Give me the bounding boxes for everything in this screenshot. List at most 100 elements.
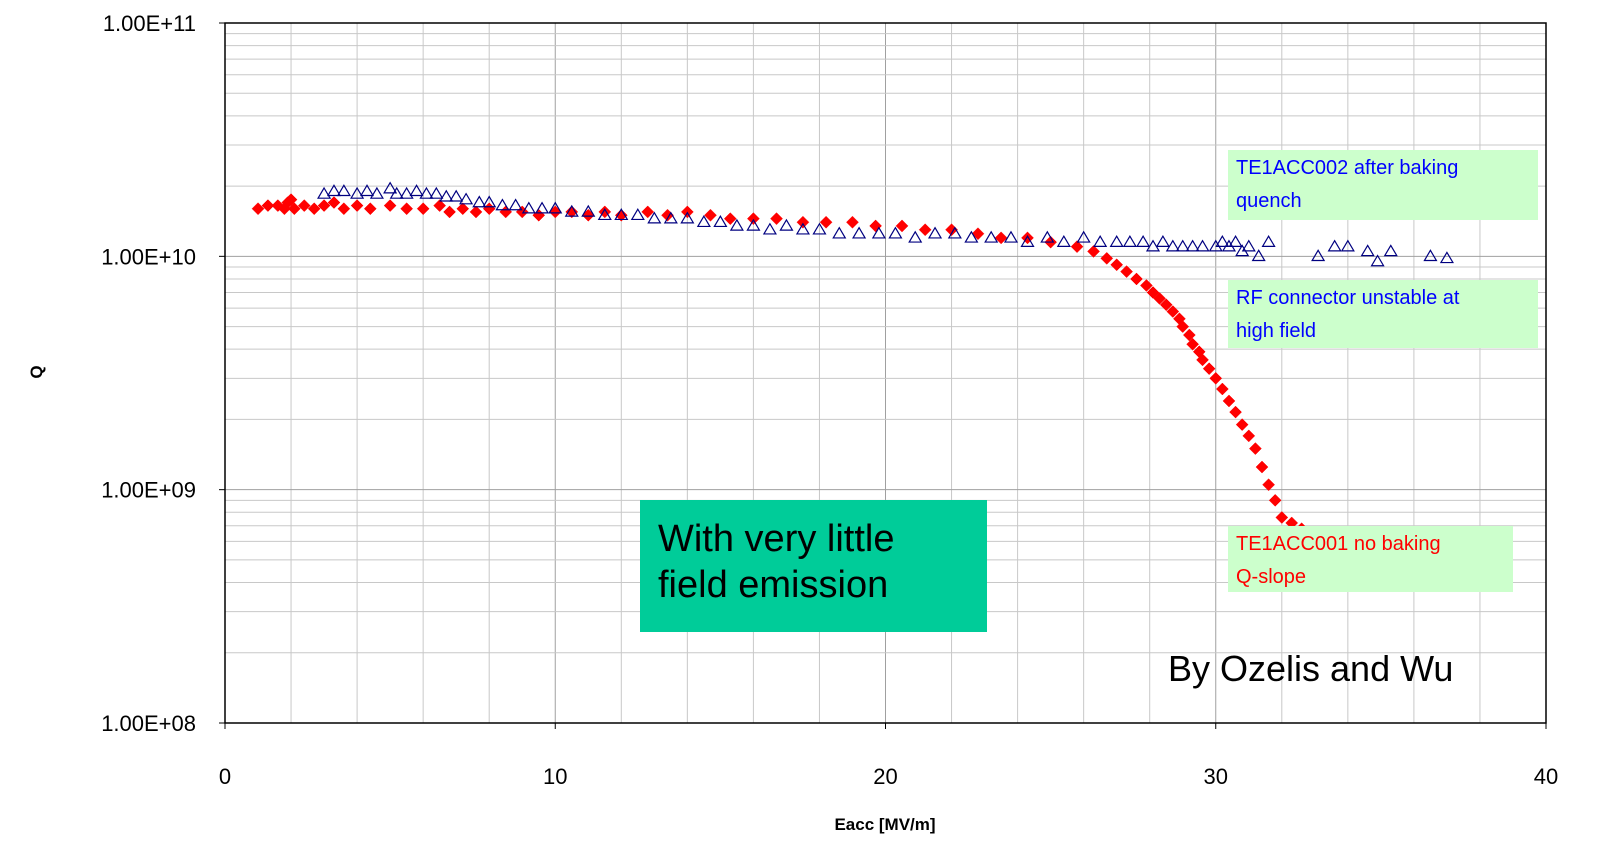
data-point-triangle (1370, 254, 1385, 267)
data-point-diamond (1110, 258, 1124, 272)
data-point-triangle (1165, 239, 1180, 252)
data-point-triangle (336, 184, 351, 197)
data-point-diamond (1140, 279, 1153, 292)
x-tick-label: 10 (543, 764, 567, 789)
data-point-diamond (297, 199, 311, 212)
data-point-diamond (456, 202, 470, 216)
data-point-triangle (1360, 244, 1375, 257)
data-point-diamond (1262, 478, 1275, 492)
data-point-triangle (1003, 230, 1019, 243)
data-point-diamond (1120, 265, 1133, 278)
data-point-triangle (317, 186, 332, 199)
data-point-triangle (795, 222, 810, 235)
data-point-triangle (1136, 234, 1151, 247)
data-point-triangle (449, 189, 464, 202)
data-point-diamond (1021, 231, 1034, 245)
data-point-diamond (350, 199, 364, 212)
data-point-diamond (895, 219, 909, 233)
data-point-triangle (534, 201, 550, 214)
data-point-triangle (871, 226, 886, 239)
data-point-triangle (1122, 234, 1137, 247)
data-point-diamond (1153, 292, 1166, 305)
data-point-diamond (641, 205, 655, 219)
annotation-field-emission: With very little field emission (640, 500, 987, 632)
data-point-triangle (947, 226, 962, 239)
data-point-diamond (1176, 320, 1190, 333)
data-point-triangle (409, 184, 424, 197)
data-point-diamond (1229, 405, 1242, 419)
data-point-triangle (597, 208, 612, 221)
data-point-diamond (532, 208, 546, 222)
annotation-te1acc002-line2: quench (1236, 190, 1302, 212)
data-point-diamond (307, 202, 321, 216)
data-point-triangle (762, 222, 777, 235)
data-point-diamond (747, 212, 760, 226)
data-point-triangle (399, 186, 414, 199)
data-point-triangle (630, 208, 645, 221)
data-point-triangle (419, 186, 434, 199)
data-point-triangle (713, 215, 728, 228)
data-point-triangle (1056, 234, 1071, 247)
data-point-diamond (918, 223, 932, 237)
data-point-triangle (1093, 234, 1108, 247)
x-tick-label: 0 (219, 764, 231, 789)
data-point-triangle (429, 186, 444, 199)
data-point-triangle (927, 226, 943, 239)
data-point-triangle (472, 195, 487, 208)
data-point-triangle (984, 230, 999, 243)
data-point-diamond (251, 202, 265, 216)
data-point-diamond (1159, 298, 1173, 312)
data-point-diamond (1222, 394, 1236, 408)
y-tick-label: 1.00E+09 (101, 478, 196, 503)
data-point-diamond (1275, 511, 1289, 524)
data-point-diamond (1166, 305, 1180, 318)
data-point-diamond (1146, 286, 1160, 299)
data-point-triangle (779, 218, 794, 231)
data-point-triangle (495, 198, 510, 211)
data-point-diamond (971, 227, 985, 241)
data-point-triangle (888, 226, 903, 239)
data-point-diamond (704, 208, 717, 222)
data-point-triangle (1195, 239, 1210, 252)
data-point-diamond (383, 199, 397, 212)
y-tick-label: 1.00E+08 (101, 711, 196, 736)
data-point-diamond (1216, 382, 1229, 396)
data-point-triangle (521, 201, 536, 214)
data-point-diamond (994, 231, 1008, 245)
data-point-triangle (389, 186, 404, 199)
axis-ticks: 0 10 20 30 40 1.00E+08 1.00E+09 1.00E+10 1.00E+1… (101, 11, 1558, 789)
annotation-rf-connector-line1: RF connector unstable at (1236, 287, 1460, 309)
credit-text: By Ozelis and Wu (1168, 648, 1454, 689)
data-point-triangle (350, 186, 365, 199)
data-point-diamond (770, 212, 783, 226)
data-point-triangle (1261, 234, 1276, 247)
data-point-triangle (1228, 234, 1243, 247)
data-point-diamond (1209, 371, 1223, 385)
data-point-diamond (400, 202, 413, 216)
data-point-diamond (317, 199, 331, 212)
data-point-triangle (1076, 230, 1091, 243)
data-point-diamond (433, 199, 447, 212)
data-point-triangle (964, 230, 979, 243)
data-point-triangle (663, 211, 678, 224)
data-point-diamond (1130, 272, 1143, 286)
y-tick-label: 1.00E+11 (103, 11, 196, 36)
annotation-field-emission-line2: field emission (658, 564, 889, 606)
data-point-triangle (1145, 239, 1161, 252)
data-point-diamond (581, 208, 595, 222)
data-point-diamond (723, 212, 737, 226)
data-point-triangle (696, 215, 711, 228)
annotation-rf-connector-line2: high field (1236, 320, 1317, 342)
data-point-diamond (1100, 252, 1114, 265)
data-point-diamond (1196, 353, 1209, 367)
data-point-diamond (469, 205, 483, 219)
annotation-rf-connector: RF connector unstable at high field (1228, 280, 1538, 348)
data-point-diamond (1202, 362, 1216, 376)
data-point-triangle (508, 198, 523, 211)
data-point-triangle (1155, 234, 1170, 247)
data-point-triangle (1109, 234, 1124, 247)
data-point-triangle (852, 226, 867, 239)
data-point-diamond (796, 215, 810, 229)
data-point-triangle (729, 218, 744, 231)
